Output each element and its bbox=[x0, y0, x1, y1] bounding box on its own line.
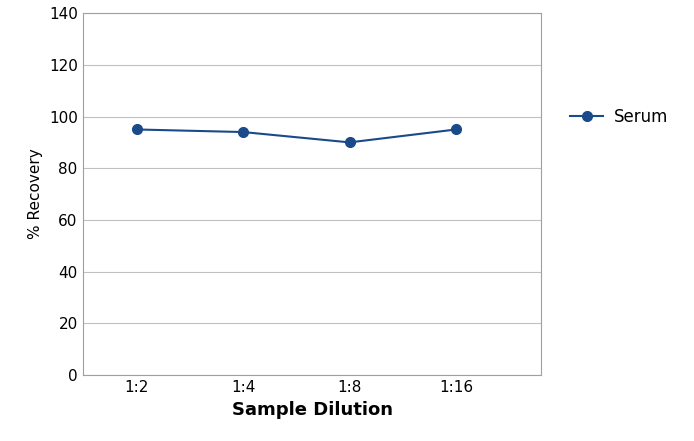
Y-axis label: % Recovery: % Recovery bbox=[28, 149, 43, 239]
X-axis label: Sample Dilution: Sample Dilution bbox=[232, 401, 393, 419]
Legend: Serum: Serum bbox=[564, 101, 675, 132]
Serum bbox=[346, 140, 354, 145]
Serum bbox=[133, 127, 141, 132]
Serum bbox=[452, 127, 460, 132]
Line: Serum: Serum bbox=[132, 125, 461, 147]
Serum bbox=[239, 129, 247, 135]
